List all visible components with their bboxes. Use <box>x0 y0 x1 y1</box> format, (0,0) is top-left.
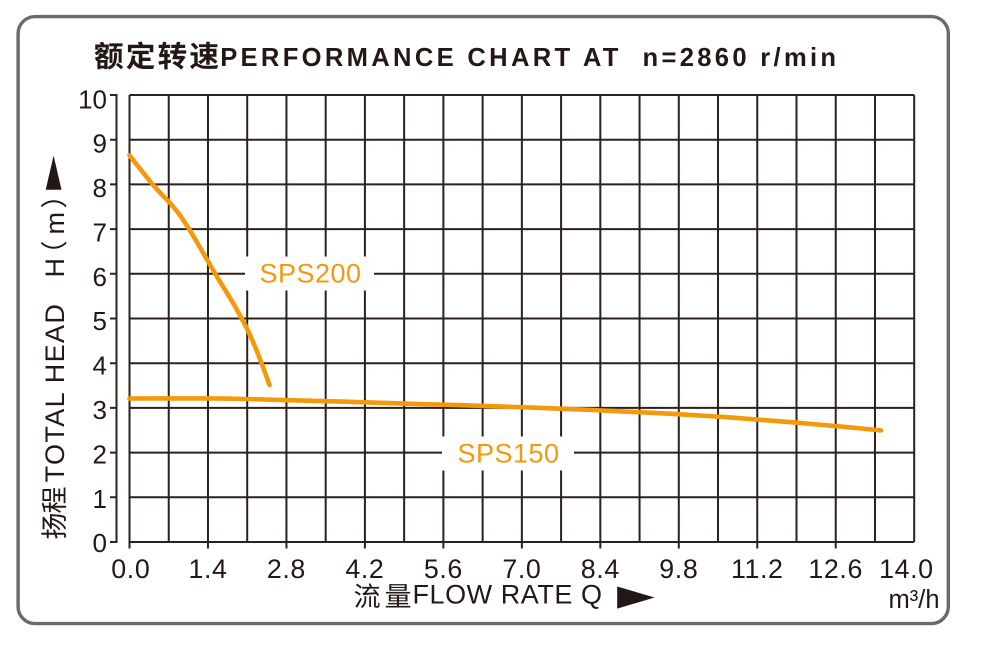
svg-text:11.2: 11.2 <box>731 554 784 584</box>
svg-text:FLOW RATE Q: FLOW RATE Q <box>413 580 603 610</box>
svg-text:5: 5 <box>93 306 107 336</box>
svg-text:m: m <box>40 212 70 235</box>
svg-text:1.4: 1.4 <box>188 554 227 584</box>
svg-text:12.6: 12.6 <box>808 554 863 584</box>
svg-text:8: 8 <box>93 173 107 203</box>
svg-text:3: 3 <box>93 395 107 425</box>
svg-text:SPS200: SPS200 <box>259 258 361 288</box>
svg-text:1: 1 <box>93 484 107 514</box>
svg-text:PERFORMANCE CHART AT n=2860 r: PERFORMANCE CHART AT n=2860 r/min <box>220 44 839 72</box>
svg-text:SPS150: SPS150 <box>457 438 559 468</box>
svg-text:TOTAL HEAD: TOTAL HEAD <box>40 303 70 483</box>
svg-text:2.8: 2.8 <box>267 554 306 584</box>
svg-text:7.0: 7.0 <box>502 554 541 584</box>
svg-text:0: 0 <box>93 528 107 558</box>
svg-text:0.0: 0.0 <box>111 554 150 584</box>
svg-text:8.4: 8.4 <box>581 554 620 584</box>
svg-text:m³/h: m³/h <box>889 586 940 614</box>
svg-text:H: H <box>40 258 70 278</box>
svg-text:4: 4 <box>93 351 107 381</box>
svg-text:10: 10 <box>78 84 107 114</box>
svg-text:2: 2 <box>93 439 107 469</box>
svg-text:6: 6 <box>93 262 107 292</box>
svg-text:5.6: 5.6 <box>424 554 463 584</box>
svg-text:4.2: 4.2 <box>345 554 384 584</box>
svg-text:9: 9 <box>93 129 107 159</box>
svg-text:14.0: 14.0 <box>879 554 934 584</box>
svg-text:7: 7 <box>93 218 107 248</box>
svg-text:9.8: 9.8 <box>659 554 698 584</box>
